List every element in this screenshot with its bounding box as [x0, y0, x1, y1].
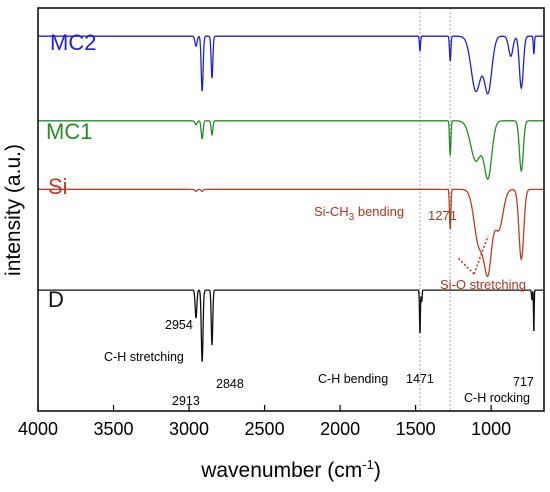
series-line-d [38, 289, 544, 362]
series-label-d: D [48, 287, 64, 312]
x-tick-label-1000: 1000 [471, 419, 511, 439]
si-o-pointer-dotted-2 [457, 257, 475, 275]
series-label-mc1: MC1 [46, 119, 92, 144]
plot-frame [37, 7, 545, 412]
x-tick-label-4000: 4000 [18, 419, 58, 439]
series-label-si: Si [48, 174, 68, 199]
x-tick-label-3500: 3500 [93, 419, 133, 439]
si-o-stretching-label: Si-O stretching [440, 277, 526, 292]
x-tick-label-2000: 2000 [320, 419, 360, 439]
x-axis-ticks: 4000 3500 3000 2500 2000 1500 1000 [18, 405, 511, 439]
series-line-si [38, 188, 544, 278]
series-label-mc2: MC2 [50, 30, 96, 55]
ch-stretching-label: C-H stretching [104, 350, 184, 364]
peak-label-2954: 2954 [165, 318, 193, 332]
x-tick-label-3000: 3000 [169, 419, 209, 439]
series-line-mc2 [38, 35, 544, 95]
spectra-series [38, 35, 544, 362]
peak-label-717: 717 [513, 375, 534, 389]
x-axis-label: wavenumber (cm-1) [200, 457, 381, 482]
x-tick-label-2500: 2500 [245, 419, 285, 439]
peak-label-2913: 2913 [172, 394, 200, 408]
peak-label-2848: 2848 [216, 377, 244, 391]
peak-label-1471: 1471 [406, 372, 434, 386]
si-ch3-bending-label: Si-CH3 bending [314, 204, 404, 223]
si-o-pointer-dotted [473, 235, 489, 275]
reference-lines [419, 8, 451, 411]
peak-label-1271: 1271 [428, 208, 457, 223]
ch-bending-label: C-H bending [318, 372, 388, 386]
series-line-mc1 [38, 120, 544, 180]
y-axis-label: intensity (a.u.) [2, 144, 25, 276]
ch-rocking-label: C-H rocking [464, 391, 530, 405]
x-tick-label-1500: 1500 [396, 419, 436, 439]
